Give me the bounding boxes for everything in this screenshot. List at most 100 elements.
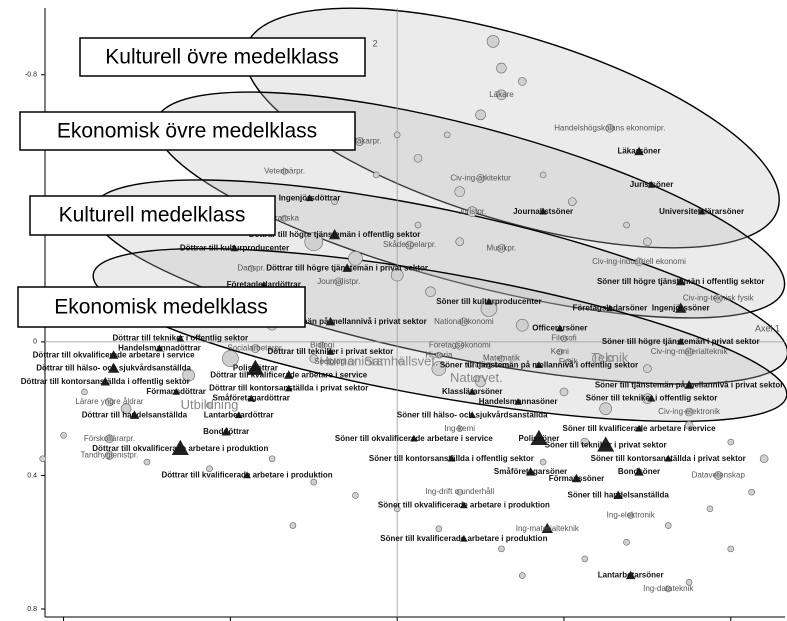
point <box>309 354 319 363</box>
point <box>727 545 735 553</box>
point-label: Söner till kontorsanställda i privat sek… <box>591 454 746 463</box>
point <box>289 522 297 529</box>
point-triangle <box>485 297 493 305</box>
point-label: Döttrar till kontorsanställda i offentli… <box>21 377 190 386</box>
point <box>459 317 469 327</box>
point-label: Bondsöner <box>618 467 660 476</box>
point-triangle <box>634 146 644 156</box>
point-label: Handelshögskolans ekonomipr. <box>554 123 665 132</box>
point-label: Lantarbetarsöner <box>598 571 664 580</box>
point-label: Utbildning <box>181 397 239 412</box>
point <box>496 89 507 101</box>
point <box>599 402 612 415</box>
point <box>454 186 466 197</box>
point <box>393 131 401 139</box>
point <box>623 538 630 546</box>
point-label: Civ-ing-arkitektur <box>450 173 511 182</box>
point-label: Döttrar till tekniker i privat sektor <box>268 347 394 356</box>
point-label: Företagsekonomi <box>429 340 491 349</box>
point <box>685 578 693 586</box>
point <box>456 488 464 496</box>
point-label: Danspr. <box>237 264 265 273</box>
point <box>496 62 507 74</box>
group-box <box>17 286 306 328</box>
point <box>39 455 47 463</box>
point <box>304 232 324 252</box>
point-label: Söner till tjänstemän på mellannivå i pr… <box>595 380 784 389</box>
point-triangle <box>541 522 553 534</box>
point <box>605 123 615 133</box>
point <box>405 240 414 250</box>
point-triangle <box>129 410 140 419</box>
y-tick-label: 0.4 <box>27 472 37 479</box>
point-label: Söner till tjänstemän på mellannivå i of… <box>440 360 638 369</box>
point-triangle <box>328 229 341 240</box>
point-triangle <box>243 471 251 479</box>
point-label: Civ-ing-materialteknik <box>651 347 729 356</box>
point <box>539 458 547 466</box>
point-label: Civ-ing-teknisk fysik <box>683 294 755 303</box>
point <box>581 555 589 563</box>
point <box>498 545 505 553</box>
y-tick-label: -0.8 <box>25 72 37 79</box>
point-label: Journalistsöner <box>513 207 573 216</box>
point <box>331 198 338 205</box>
point <box>413 153 423 163</box>
point-label: Förmanssöner <box>549 474 605 483</box>
point-triangle <box>697 207 706 215</box>
point <box>347 358 355 366</box>
point <box>268 455 276 463</box>
point-label: Fysik <box>559 357 579 366</box>
point-triangle <box>634 467 644 476</box>
point-label: Skådespelarpr. <box>383 240 436 249</box>
point-label: Ing-datateknik <box>643 584 694 593</box>
point <box>455 237 465 247</box>
point <box>627 512 635 519</box>
group-label: Kulturell övre medelklass <box>105 46 338 69</box>
point <box>414 221 422 229</box>
point-label: Söner till tekniker i privat sektor <box>545 440 667 449</box>
point-label: Förskollärarpr. <box>84 434 135 443</box>
point <box>606 355 614 362</box>
point-label: Civ-ing-industriell ekonomi <box>592 257 686 266</box>
axes: -0.8 0 0.4 0.8 Axel 1 2 <box>25 8 785 621</box>
point-triangle <box>283 370 294 379</box>
point <box>105 451 114 460</box>
point <box>348 251 363 266</box>
point <box>81 388 88 396</box>
group-boxes: Kulturell övre medelklass Ekonomisk övre… <box>17 37 366 328</box>
point-triangle <box>246 359 264 375</box>
point-label: Bonddöttrar <box>203 427 249 436</box>
point <box>684 421 694 430</box>
point-label: Söner till hälso- och sjukvårdsanställda <box>397 410 548 419</box>
point <box>281 168 288 175</box>
point <box>476 173 485 183</box>
point-label: Småföretagardöttrar <box>213 394 290 403</box>
point-triangle <box>647 180 656 188</box>
point <box>727 438 735 446</box>
point-label: Läkare <box>489 90 514 99</box>
point <box>713 471 723 480</box>
point <box>105 397 114 407</box>
point-label: Franska <box>270 213 299 222</box>
point <box>393 505 401 513</box>
point-triangle <box>535 361 543 369</box>
point-label: Söner till okvalificerade arbetare i pro… <box>378 501 550 510</box>
point-triangle <box>613 490 623 499</box>
x-axis-label: Axel 1 <box>755 323 780 333</box>
point <box>310 478 318 486</box>
point-label: Förmansdöttrar <box>146 387 206 396</box>
point <box>664 522 672 529</box>
point-triangle <box>100 376 111 386</box>
point-label: Teknik <box>591 350 628 365</box>
point-triangle <box>606 304 614 312</box>
point <box>556 348 564 356</box>
point-triangle <box>514 397 522 405</box>
point <box>623 221 630 229</box>
point-triangle <box>234 411 243 419</box>
point-triangle <box>664 454 673 462</box>
point-triangle <box>108 350 119 359</box>
point-triangle <box>597 436 615 452</box>
point <box>539 171 547 179</box>
